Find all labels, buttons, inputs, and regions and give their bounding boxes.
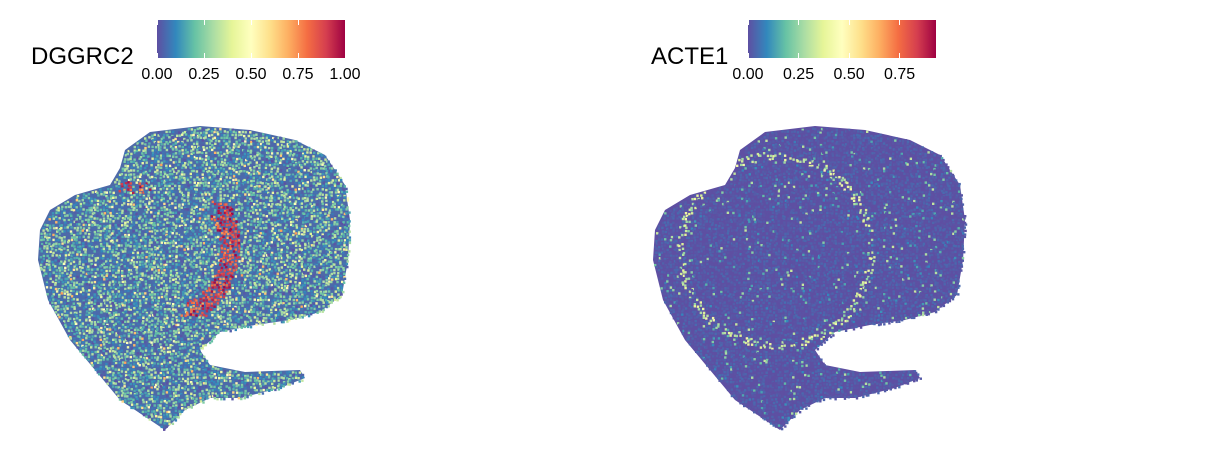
panel-title-dggrc2: DGGRC2 (31, 43, 134, 70)
colorbar-tick-mark (899, 20, 901, 25)
colorbar-tick-mark (250, 20, 252, 25)
colorbar-dggrc2 (157, 20, 345, 58)
colorbar-tick-label: 0.50 (235, 66, 267, 83)
colorbar-tick-mark (798, 20, 800, 25)
colorbar-tick-mark (344, 20, 346, 25)
colorbar-tick-label: 0.75 (282, 66, 314, 83)
colorbar-tick-label: 0.00 (141, 66, 173, 83)
colorbar-tick-mark (203, 20, 205, 25)
panel-dggrc2: DGGRC2 0.00 0.25 0.50 0.75 1.00 (0, 0, 613, 467)
colorbar-tick-label: 0.75 (884, 66, 916, 83)
panel-title-acte1: ACTE1 (651, 43, 729, 70)
panel-acte1: ACTE1 0.00 0.25 0.50 0.75 (613, 0, 1226, 467)
colorbar-tick-mark (899, 53, 901, 58)
tissue-scatter-acte1 (653, 126, 968, 431)
tissue-spots (38, 126, 352, 431)
colorbar-tick-mark (250, 53, 252, 58)
colorbar-tick-label: 0.50 (833, 66, 865, 83)
colorbar-tick-mark (203, 53, 205, 58)
colorbar-tick-mark (297, 53, 299, 58)
colorbar-tick-mark (156, 20, 158, 25)
colorbar-tick-mark (297, 20, 299, 25)
colorbar-tick-mark (848, 20, 850, 25)
tissue-scatter-dggrc2 (38, 126, 352, 431)
colorbar-tick-label: 0.00 (732, 66, 764, 83)
colorbar-tick-mark (747, 53, 749, 58)
colorbar-tick-mark (747, 20, 749, 25)
colorbar-tick-mark (848, 53, 850, 58)
tissue-spots (653, 126, 968, 431)
colorbar-tick-label: 1.00 (329, 66, 361, 83)
colorbar-tick-mark (156, 53, 158, 58)
colorbar-acte1 (748, 20, 936, 58)
colorbar-tick-label: 0.25 (188, 66, 220, 83)
colorbar-tick-label: 0.25 (782, 66, 815, 83)
colorbar-tick-mark (344, 53, 346, 58)
colorbar-tick-mark (798, 53, 800, 58)
